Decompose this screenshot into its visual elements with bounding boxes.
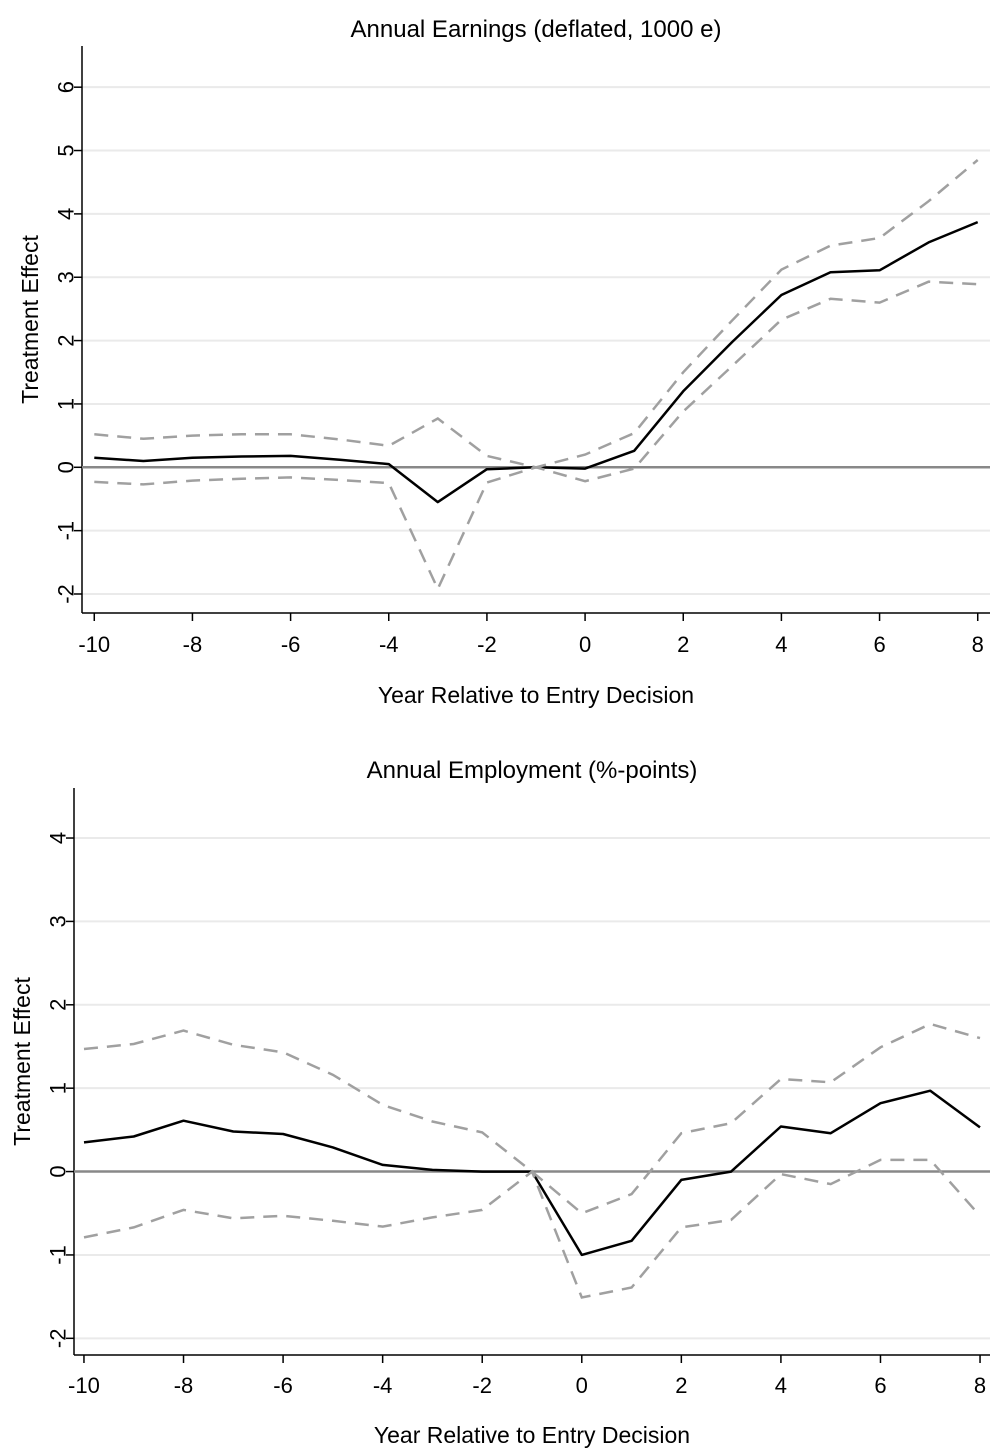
x-tick-label: -6 [273, 1373, 293, 1398]
x-tick-label: -6 [281, 632, 301, 657]
chart-title: Annual Earnings (deflated, 1000 e) [351, 16, 722, 43]
x-tick-label: -10 [68, 1373, 100, 1398]
y-tick-label: -1 [46, 1245, 71, 1265]
x-tick-label: 0 [576, 1373, 588, 1398]
x-tick-label: -8 [174, 1373, 194, 1398]
x-tick-label: -4 [379, 632, 399, 657]
y-tick-label: 0 [54, 461, 79, 473]
y-tick-label: -2 [54, 584, 79, 604]
x-tick-label: 6 [873, 632, 885, 657]
confidence-lower-line [94, 280, 978, 592]
y-tick-label: -2 [46, 1329, 71, 1349]
x-tick-label: 4 [775, 1373, 787, 1398]
x-tick-label: -2 [477, 632, 497, 657]
confidence-lower-line [83, 1158, 981, 1299]
y-axis-label: Treatment Effect [17, 235, 43, 404]
y-tick-label: 1 [46, 1082, 71, 1094]
confidence-upper-line [83, 1022, 981, 1215]
x-tick-label: -10 [78, 632, 110, 657]
x-tick-label: 8 [974, 1373, 986, 1398]
x-tick-label: 8 [972, 632, 984, 657]
confidence-upper-line [94, 159, 979, 469]
x-tick-label: 6 [874, 1373, 886, 1398]
y-tick-label: 0 [46, 1165, 71, 1177]
y-tick-label: 4 [54, 208, 79, 220]
treatment-effect-line [94, 220, 979, 504]
x-tick-label: -2 [472, 1373, 492, 1398]
x-tick-label: 2 [677, 632, 689, 657]
y-tick-label: 4 [46, 832, 71, 844]
y-tick-label: 1 [54, 398, 79, 410]
y-tick-label: 2 [46, 999, 71, 1011]
x-tick-label: 2 [675, 1373, 687, 1398]
x-tick-label: 0 [579, 632, 591, 657]
x-tick-label: 4 [775, 632, 787, 657]
y-tick-label: 2 [54, 334, 79, 346]
y-tick-label: 6 [54, 81, 79, 93]
y-tick-label: -1 [54, 521, 79, 541]
y-axis-label: Treatment Effect [9, 977, 35, 1146]
y-tick-label: 5 [54, 144, 79, 156]
x-axis-label: Year Relative to Entry Decision [374, 1422, 690, 1448]
x-axis-label: Year Relative to Entry Decision [378, 682, 694, 708]
x-tick-label: -8 [183, 632, 203, 657]
x-tick-label: -4 [373, 1373, 393, 1398]
y-tick-label: 3 [46, 915, 71, 927]
chart-title: Annual Employment (%-points) [367, 757, 698, 784]
y-tick-label: 3 [54, 271, 79, 283]
